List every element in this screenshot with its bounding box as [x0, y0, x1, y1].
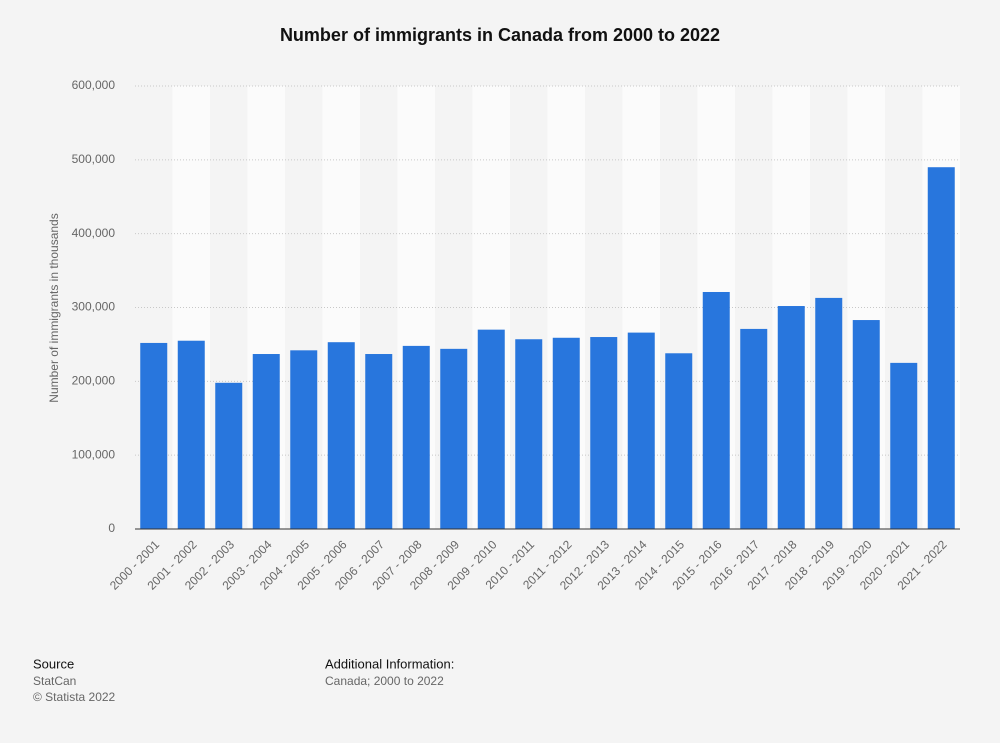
- bar: [702, 291, 730, 529]
- bar: [890, 362, 918, 529]
- y-tick-label: 500,000: [72, 152, 116, 166]
- bar: [515, 339, 543, 529]
- info: Canada; 2000 to 2022: [325, 674, 444, 688]
- bar: [815, 297, 843, 529]
- y-tick-label: 600,000: [72, 78, 116, 92]
- bar: [177, 340, 205, 529]
- bar: [365, 354, 393, 529]
- bar: [552, 337, 580, 529]
- bar: [252, 354, 280, 529]
- info-title: Additional Information:: [325, 656, 454, 671]
- chart-title: Number of immigrants in Canada from 2000…: [280, 25, 720, 45]
- bar: [665, 353, 693, 529]
- y-axis-label: Number of immigrants in thousands: [47, 213, 61, 402]
- bar: [290, 350, 318, 529]
- bar: [477, 329, 505, 529]
- bar: [777, 306, 805, 529]
- bar: [402, 345, 430, 529]
- bar: [215, 382, 243, 529]
- y-tick-label: 200,000: [72, 374, 116, 388]
- copyright: © Statista 2022: [33, 690, 116, 704]
- y-tick-label: 0: [108, 521, 115, 535]
- y-tick-label: 400,000: [72, 226, 116, 240]
- bar: [140, 342, 168, 529]
- bar: [927, 167, 955, 529]
- y-tick-label: 100,000: [72, 447, 116, 461]
- source-title: Source: [33, 656, 74, 671]
- y-tick-label: 300,000: [72, 300, 116, 314]
- bar: [440, 348, 468, 529]
- bar: [590, 337, 618, 529]
- bar: [327, 342, 355, 529]
- bar: [740, 328, 768, 529]
- bar: [852, 320, 880, 529]
- bar: [627, 332, 655, 529]
- source: StatCan: [33, 674, 76, 688]
